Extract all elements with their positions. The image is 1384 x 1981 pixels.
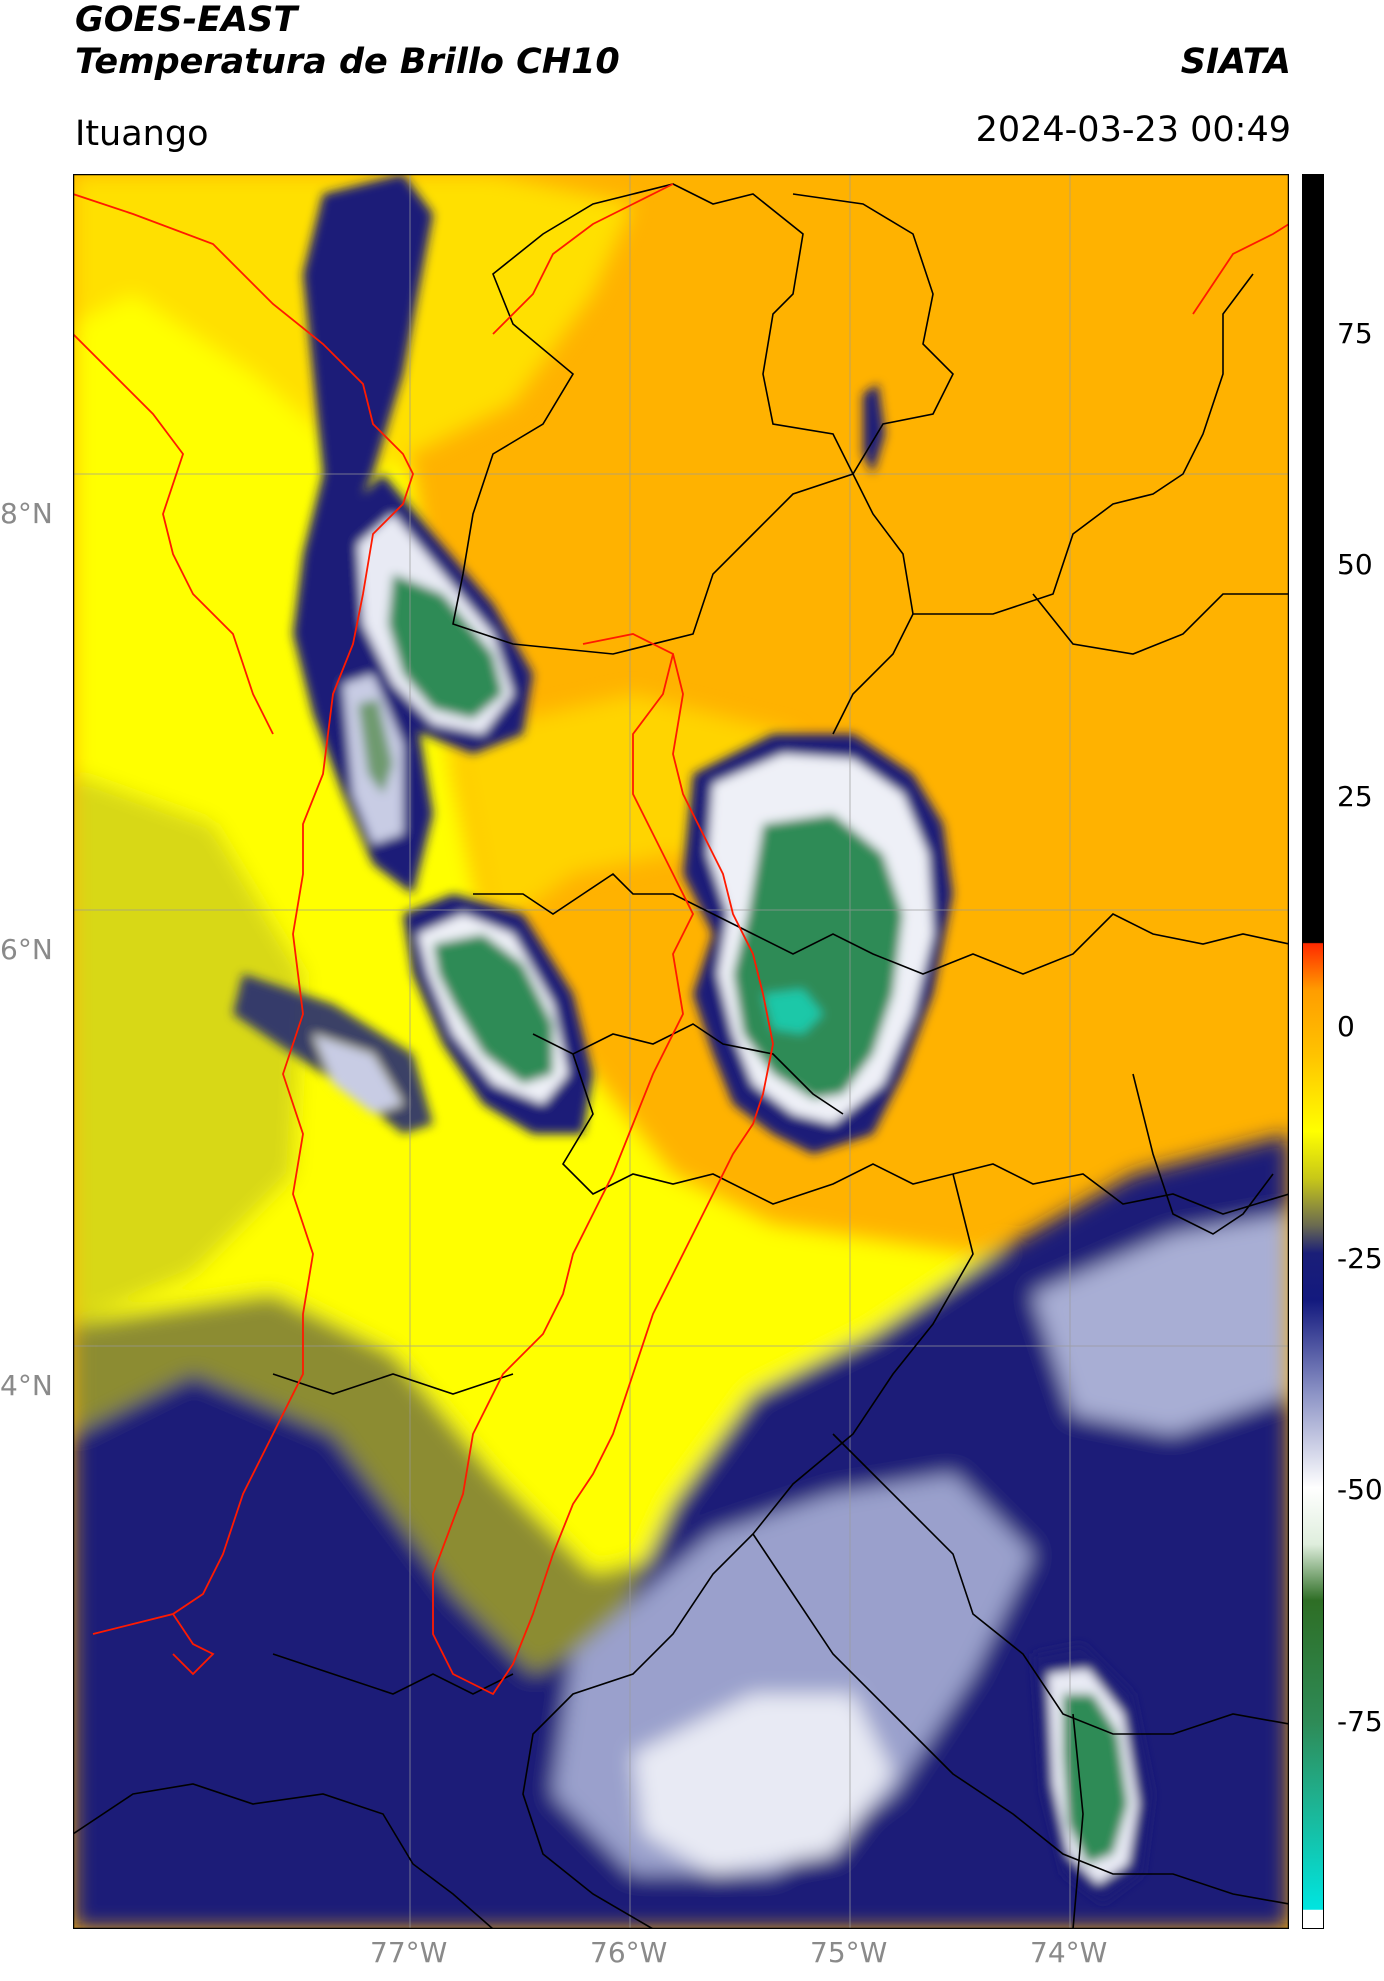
colorbar-tick-minus75: -75: [1337, 1705, 1383, 1738]
lat-label-4n: 4°N: [0, 1369, 53, 1402]
colorbar-tick-50: 50: [1337, 548, 1373, 581]
department-boundaries: [73, 183, 1289, 1929]
lon-label-77w: 77°W: [370, 1936, 448, 1969]
lon-label-75w: 75°W: [810, 1936, 888, 1969]
eastern-anvil-light: [1033, 1214, 1289, 1434]
lon-label-76w: 76°W: [590, 1936, 668, 1969]
timestamp-label: 2024-03-23 00:49: [975, 110, 1291, 150]
lat-label-8n: 8°N: [0, 497, 53, 530]
olive-zone-west-coast: [73, 774, 303, 1324]
cell-southeast-core: [1063, 1694, 1128, 1864]
figure-title-line-1: GOES-EAST: [75, 0, 298, 40]
cell-north-core: [388, 574, 503, 719]
south-white-patch: [633, 1694, 893, 1874]
map-frame: [73, 174, 1289, 1929]
lat-label-6n: 6°N: [0, 933, 53, 966]
cell-east-coldest: [763, 989, 823, 1034]
colorbar-tick-minus25: -25: [1337, 1242, 1383, 1275]
cell-north-small-core: [358, 699, 393, 794]
colorbar-tick-minus50: -50: [1337, 1473, 1383, 1506]
cell-central-core: [433, 934, 553, 1084]
colorbar-frame: [1302, 174, 1324, 1929]
lon-label-74w: 74°W: [1030, 1936, 1108, 1969]
brightness-temperature-map: [73, 174, 1289, 1929]
organization-label: SIATA: [1180, 42, 1291, 82]
temperature-colorbar: [1302, 174, 1324, 1929]
colorbar-tick-25: 25: [1337, 780, 1373, 813]
northeast-small-cells: [863, 384, 885, 474]
colorbar-tick-0: 0: [1337, 1010, 1355, 1043]
figure-title-line-2: Temperatura de Brillo CH10: [75, 42, 620, 82]
colorbar-tick-75: 75: [1337, 317, 1373, 350]
western-streaks-white: [313, 1034, 403, 1114]
red-boundaries: [73, 183, 1289, 1696]
colorbar-fill: [1302, 174, 1324, 1929]
region-label: Ituango: [75, 114, 209, 154]
southern-anvil: [73, 1134, 1289, 1929]
